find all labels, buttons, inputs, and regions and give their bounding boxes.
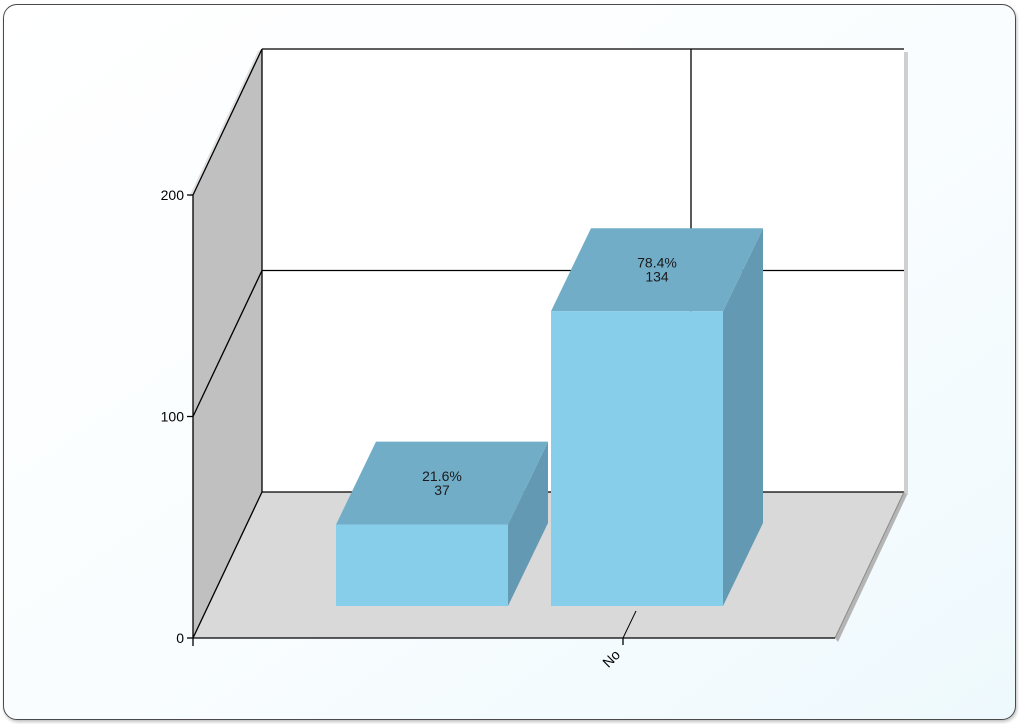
left-wall-edge [189,49,262,197]
floor-right-edge [834,491,905,639]
floor [193,492,904,638]
bar-value-label-1: 134 [645,269,669,285]
floor-category-line [622,610,637,639]
y-tick-label-1: 100 [161,409,185,425]
gridline-side-0 [192,491,263,639]
bar-side-1 [723,228,763,606]
bar-percent-label-0: 21.6% [422,468,462,484]
bar-chart-3d: 0 100 200 No 21.6%37 78.4%134 [161,48,908,670]
y-tick-label-0: 0 [176,630,184,646]
bar-front-1 [551,311,723,606]
chart-frame: 0 100 200 No 21.6% 37 78.4% 134 [3,4,1016,720]
back-wall-shadow [904,52,908,495]
bar-side-0 [508,441,548,606]
bar-value-label-0: 37 [434,482,450,498]
y-tick-label-2: 200 [161,187,185,203]
floor-edge [835,492,907,642]
bar-top-1 [551,228,763,312]
bar-front-0 [336,524,508,606]
bar-percent-label-1: 78.4% [637,255,677,271]
gridline-side-1 [192,270,263,417]
bar-top-0 [336,441,548,525]
gridline-side-2 [192,48,263,196]
x-tick-label-No: No [599,646,623,670]
